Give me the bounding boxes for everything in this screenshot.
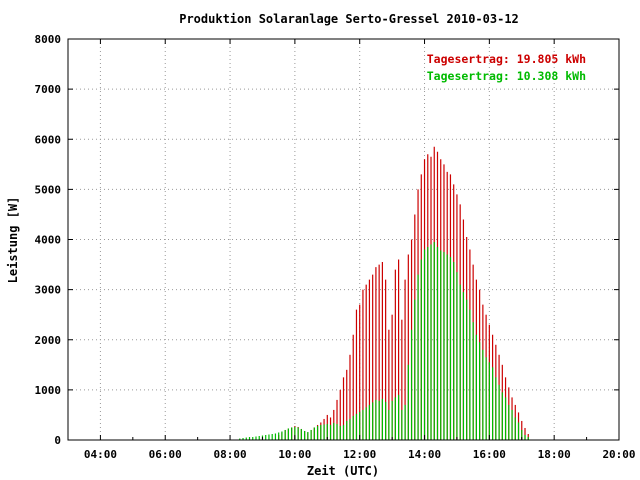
x-tick-label: 12:00	[343, 448, 376, 461]
y-tick-label: 1000	[35, 384, 62, 397]
chart-title: Produktion Solaranlage Serto-Gressel 201…	[179, 12, 519, 26]
y-tick-label: 0	[54, 434, 61, 447]
y-tick-label: 2000	[35, 334, 62, 347]
y-tick-label: 6000	[35, 133, 62, 146]
y-tick-label: 8000	[35, 33, 62, 46]
x-tick-label: 14:00	[408, 448, 441, 461]
x-tick-label: 08:00	[213, 448, 246, 461]
y-tick-label: 4000	[35, 234, 62, 247]
x-tick-label: 06:00	[149, 448, 182, 461]
x-axis-ticks: 04:00 06:00 08:00 10:00 12:00 14:00 16:00 18:00…	[67, 39, 636, 461]
legend-entry-1: Tagesertrag: 19.805 kWh	[427, 52, 586, 66]
y-tick-label: 7000	[35, 83, 62, 96]
x-tick-label: 16:00	[473, 448, 506, 461]
x-tick-label: 18:00	[538, 448, 571, 461]
y-axis-ticks: 0 1000 2000 3000 4000 5000 6000 7000 8000	[35, 33, 619, 447]
legend-entry-2: Tagesertrag: 10.308 kWh	[427, 69, 586, 83]
y-tick-label: 3000	[35, 284, 62, 297]
legend: Tagesertrag: 19.805 kWh Tagesertrag: 10.3…	[427, 52, 586, 83]
y-axis-label: Leistung [W]	[6, 197, 20, 284]
x-tick-label: 04:00	[84, 448, 117, 461]
bars-series-2	[239, 242, 529, 440]
x-tick-label: 10:00	[278, 448, 311, 461]
x-axis-label: Zeit (UTC)	[307, 464, 379, 478]
y-tick-label: 5000	[35, 183, 62, 196]
x-tick-label: 20:00	[602, 448, 635, 461]
